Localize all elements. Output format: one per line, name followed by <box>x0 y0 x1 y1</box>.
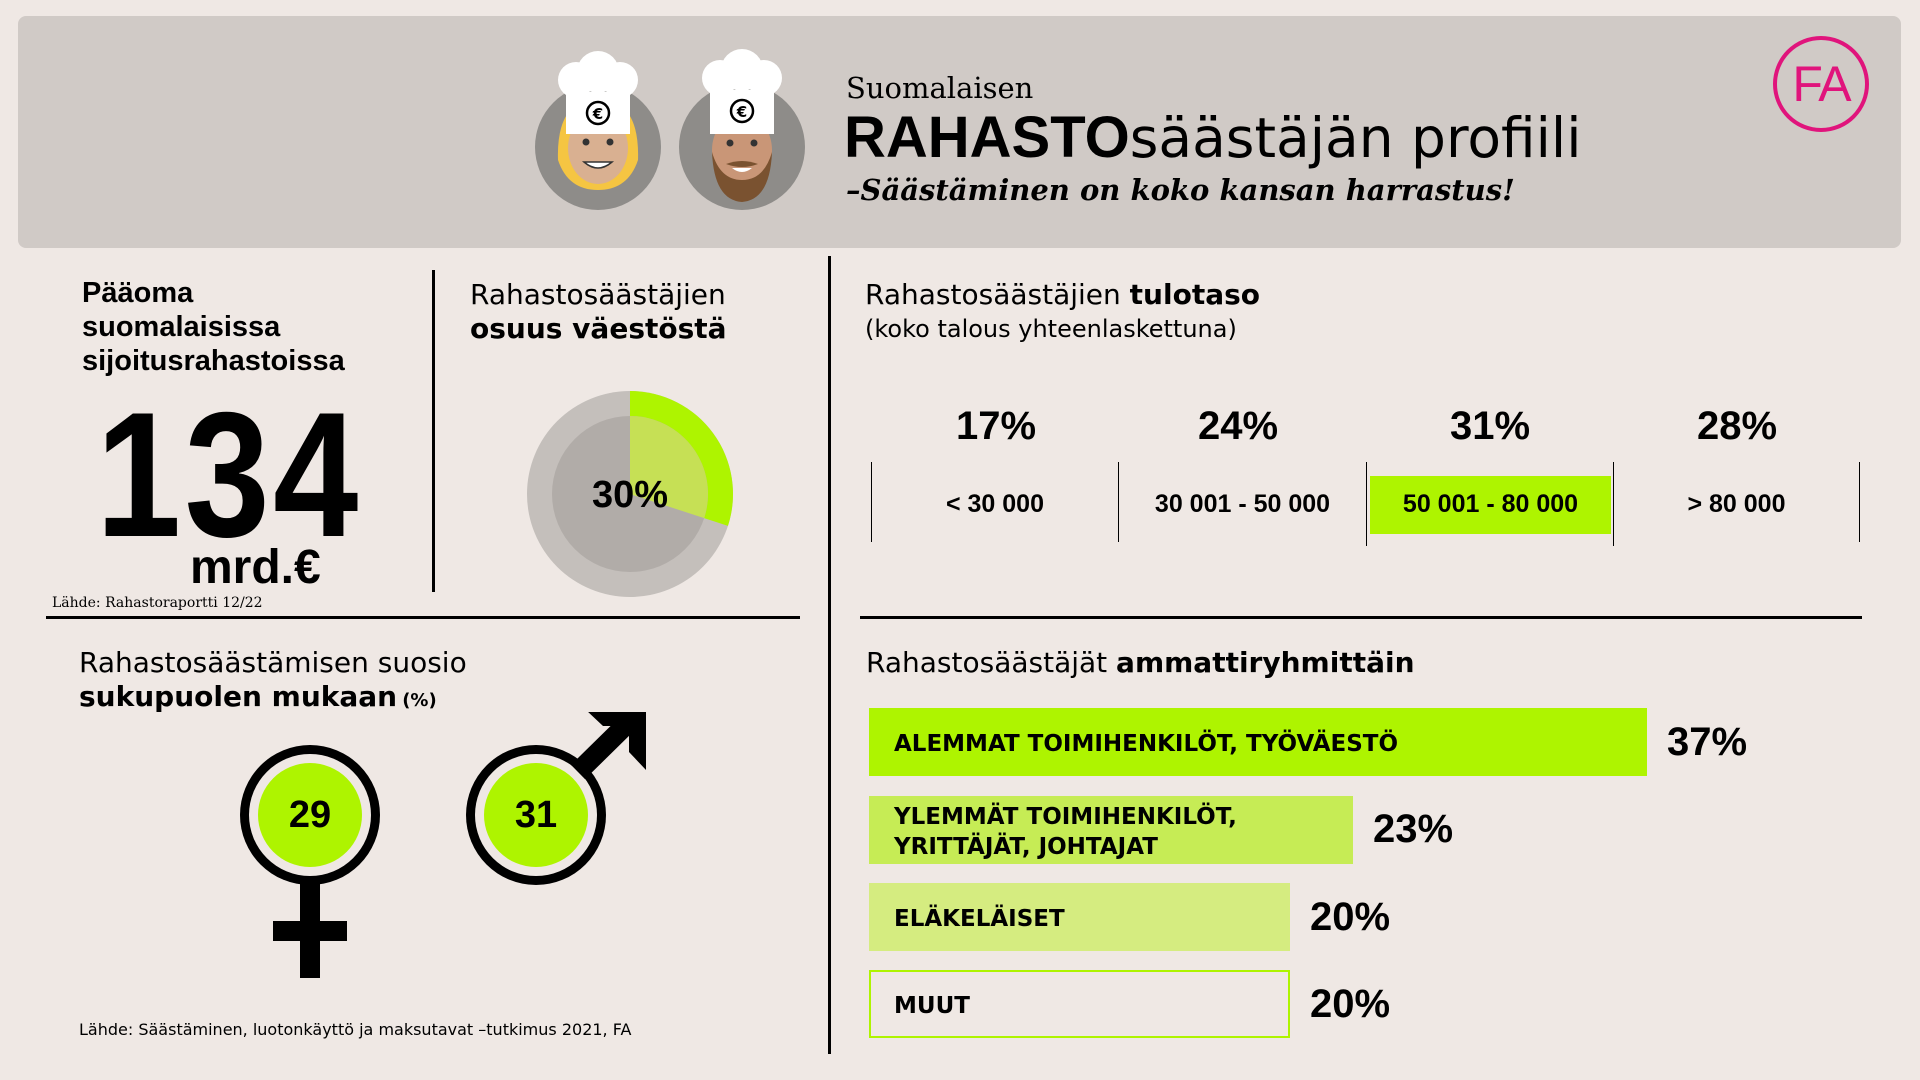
divider-right-horizontal <box>860 616 1862 619</box>
gender-heading-line1: Rahastosäästämisen suosio <box>79 646 467 679</box>
capital-value: 134 <box>96 375 362 574</box>
income-bracket-highlight <box>1370 476 1611 534</box>
income-heading-regular: Rahastosäästäjien <box>865 278 1130 311</box>
chef-avatars: € € <box>535 49 805 210</box>
population-donut: 30% <box>527 391 734 597</box>
divider-main-vertical <box>828 256 831 1054</box>
donut-value-label: 30% <box>592 474 668 516</box>
occupation-heading: Rahastosäästäjät ammattiryhmittäin <box>866 646 1415 680</box>
income-bracket-label-2: 30 001 - 50 000 <box>1154 490 1331 518</box>
income-bracket-divider <box>1118 462 1119 542</box>
occupation-bar <box>869 796 1353 864</box>
fa-logo-text: FA <box>1792 56 1851 112</box>
population-heading-line2: osuus väestöstä <box>470 312 727 345</box>
income-pct-1: 17% <box>956 404 1037 448</box>
income-pct-4: 28% <box>1697 404 1778 448</box>
population-heading-line1: Rahastosäästäjien <box>470 278 726 311</box>
capital-heading-line: Pääoma <box>82 277 194 309</box>
occupation-bar-label: ELÄKELÄISET <box>894 906 1065 932</box>
male-chef-icon: € <box>679 49 805 210</box>
header-banner <box>18 16 1901 248</box>
occupation-bar-pct: 20% <box>1310 895 1391 939</box>
male-chef-euro: € <box>736 103 747 121</box>
occupation-heading-bold: ammattiryhmittäin <box>1116 646 1415 679</box>
page-title-bold: RAHASTO <box>844 105 1130 170</box>
income-heading: Rahastosäästäjien tulotaso <box>865 278 1260 312</box>
header-subtitle: Suomalaisen <box>846 71 1034 105</box>
female-chef-icon: € <box>535 51 661 210</box>
divider-left-horizontal <box>46 616 800 619</box>
occupation-heading-regular: Rahastosäästäjät <box>866 646 1117 679</box>
occupation-bar-label: MUUT <box>894 993 970 1019</box>
capital-source: Lähde: Rahastoraportti 12/22 <box>52 595 263 611</box>
capital-heading-line: sijoitusrahastoissa <box>82 345 345 377</box>
occupation-bar-pct: 23% <box>1373 807 1454 851</box>
gender-symbols: 29 31 <box>240 712 646 978</box>
donut-inner-slice <box>630 416 708 519</box>
occupation-bar-label: ALEMMAT TOIMIHENKILÖT, TYÖVÄESTÖ <box>894 731 1399 757</box>
female-chef-euro: € <box>592 105 603 123</box>
income-bracket-label-4: > 80 000 <box>1687 490 1786 518</box>
capital-heading-line: suomalaisissa <box>82 311 281 343</box>
capital-heading: Pääoma suomalaisissa sijoitusrahastoissa <box>82 276 345 378</box>
income-subheading: (koko talous yhteenlaskettuna) <box>865 315 1237 343</box>
occupation-bar <box>869 708 1647 776</box>
capital-unit: mrd.€ <box>190 541 321 594</box>
occupation-bar <box>869 883 1290 951</box>
gender-source: Lähde: Säästäminen, luotonkäyttö ja maks… <box>79 1020 632 1039</box>
gender-heading-unit: (%) <box>402 690 437 711</box>
gender-heading-line2: sukupuolen mukaan (%) <box>79 680 437 718</box>
occupation-bar-label: YLEMMÄT TOIMIHENKILÖT, YRITTÄJÄT, JOHTAJA… <box>894 802 1237 862</box>
divider-capital-population <box>432 270 435 592</box>
occupation-bar-pct: 20% <box>1310 982 1391 1026</box>
page-title: RAHASTOsäästäjän profiili <box>844 102 1582 173</box>
income-pct-3: 31% <box>1450 404 1531 448</box>
income-bracket-divider <box>1859 462 1860 542</box>
occupation-bar-label-line: YLEMMÄT TOIMIHENKILÖT, <box>894 804 1237 830</box>
male-symbol-icon: 31 <box>466 712 646 885</box>
income-bracket-label-3: 50 001 - 80 000 <box>1402 490 1579 518</box>
occupation-bar-label-line: YRITTÄJÄT, JOHTAJAT <box>894 834 1158 860</box>
income-bracket-label-1: < 30 000 <box>945 490 1044 518</box>
occupation-bar-pct: 37% <box>1667 720 1748 764</box>
male-value: 31 <box>515 794 557 836</box>
income-heading-bold: tulotaso <box>1129 278 1261 311</box>
female-value: 29 <box>289 794 331 836</box>
gender-heading-bold: sukupuolen mukaan <box>79 680 398 713</box>
income-bracket-divider <box>1613 462 1614 546</box>
female-symbol-icon: 29 <box>240 745 380 978</box>
income-bracket-divider <box>1366 462 1367 546</box>
income-pct-2: 24% <box>1198 404 1279 448</box>
fa-logo: FA <box>1773 36 1869 132</box>
page-title-rest: säästäjän profiili <box>1129 106 1582 170</box>
occupation-bar <box>869 970 1290 1038</box>
income-bracket-divider <box>871 462 872 542</box>
header-tagline: –Säästäminen on koko kansan harrastus! <box>846 173 1515 207</box>
